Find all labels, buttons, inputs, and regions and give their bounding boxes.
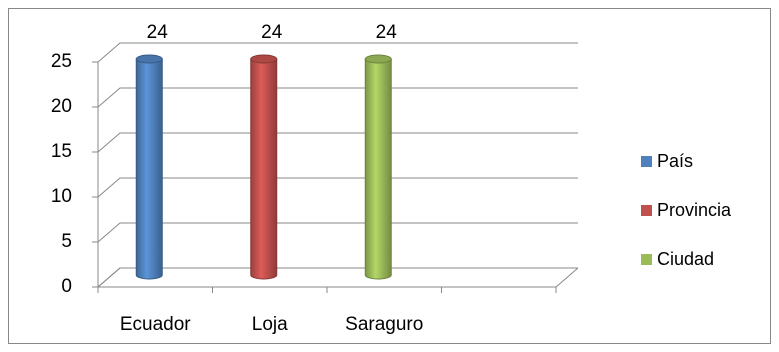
bar-body [250, 58, 278, 280]
legend-swatch [641, 156, 652, 167]
bar-top [135, 54, 163, 64]
grid-line [97, 222, 578, 243]
grid-line [97, 177, 578, 198]
y-tick-label: 0 [61, 276, 72, 297]
bar-body [364, 58, 392, 280]
y-tick-label: 10 [51, 186, 72, 207]
x-tick-label: Loja [252, 314, 288, 335]
x-tick-label: Ecuador [120, 314, 191, 335]
y-tick-label: 5 [61, 231, 72, 252]
grid-line [97, 132, 578, 153]
grid-line [97, 267, 578, 288]
bar [250, 54, 278, 280]
bar-top [250, 54, 278, 64]
grid-line [97, 87, 578, 108]
y-tick-label: 25 [51, 51, 72, 72]
bar-body [135, 58, 163, 280]
legend-label: Provincia [657, 200, 732, 220]
y-tick-label: 15 [51, 141, 72, 162]
y-tick-label: 20 [51, 96, 72, 117]
legend-swatch [641, 254, 652, 265]
grid-line [97, 42, 578, 63]
legend-swatch [641, 205, 652, 216]
legend-label: País [657, 151, 693, 171]
value-label: 24 [261, 22, 283, 43]
legend-label: Ciudad [657, 249, 714, 269]
bar [135, 54, 163, 280]
x-tick-label: Saraguro [345, 314, 423, 335]
bar-top [364, 54, 392, 64]
value-label: 24 [147, 22, 169, 43]
bar [364, 54, 392, 280]
value-label: 24 [376, 22, 398, 43]
